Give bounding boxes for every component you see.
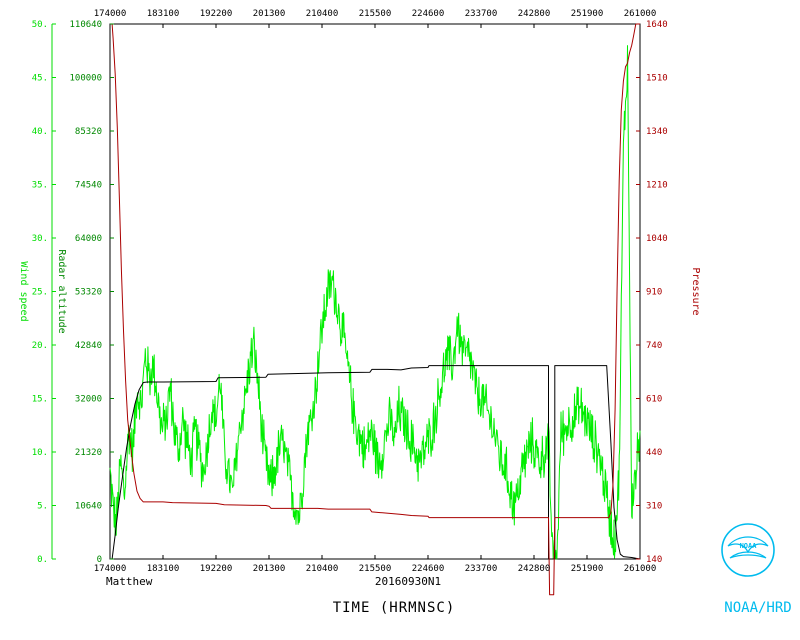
radar-altitude-tick-label: 85320 bbox=[75, 127, 102, 137]
radar-altitude-tick-label: 64000 bbox=[75, 234, 102, 244]
noaa-logo: NOAA bbox=[721, 523, 775, 577]
wind-speed-tick-label: 25. bbox=[32, 288, 48, 298]
x-tick-label-top: 224600 bbox=[412, 9, 445, 19]
x-tick-label: 192200 bbox=[200, 564, 233, 574]
radar-altitude-tick-label: 53320 bbox=[75, 288, 102, 298]
wind-speed-tick-label: 0. bbox=[37, 555, 48, 565]
pressure-tick-label: 1040 bbox=[646, 234, 668, 244]
x-tick-label: 261000 bbox=[624, 564, 657, 574]
x-axis-title: TIME (HRMNSC) bbox=[333, 600, 456, 616]
x-tick-label-top: 192200 bbox=[200, 9, 233, 19]
wind-speed-series-line bbox=[109, 45, 641, 560]
pressure-tick-label: 1640 bbox=[646, 20, 668, 30]
x-tick-label: 242800 bbox=[518, 564, 551, 574]
logo-bird bbox=[727, 536, 769, 559]
pressure-tick-label: 910 bbox=[646, 288, 662, 298]
x-tick-label-top: 242800 bbox=[518, 9, 551, 19]
radar-altitude-tick-label: 32000 bbox=[75, 395, 102, 405]
radar-altitude-series-line bbox=[110, 365, 641, 560]
x-tick-label: 210400 bbox=[306, 564, 339, 574]
wind-speed-tick-label: 15. bbox=[32, 395, 48, 405]
radar-altitude-tick-label: 21320 bbox=[75, 448, 102, 458]
radar-altitude-tick-label: 100000 bbox=[69, 74, 102, 84]
radar-altitude-tick-label: 110640 bbox=[69, 20, 102, 30]
wind-speed-tick-label: 50. bbox=[32, 20, 48, 30]
radar-altitude-tick-label: 42840 bbox=[75, 341, 102, 351]
pressure-tick-label: 1210 bbox=[646, 181, 668, 191]
pressure-tick-label: 610 bbox=[646, 395, 662, 405]
axes-layer: 174000 174000 183100 183100 192200 192200 2013… bbox=[18, 9, 701, 574]
wind-speed-tick-label: 10. bbox=[32, 448, 48, 458]
x-tick-label-top: 210400 bbox=[306, 9, 339, 19]
radar-altitude-tick-label: 0 bbox=[97, 555, 102, 565]
pressure-axis-title: Pressure bbox=[690, 267, 701, 315]
plot-frame bbox=[109, 23, 641, 560]
x-tick-label-top: 215500 bbox=[359, 9, 392, 19]
x-tick-label: 251900 bbox=[571, 564, 604, 574]
pressure-tick-label: 740 bbox=[646, 341, 662, 351]
pressure-tick-label: 1510 bbox=[646, 74, 668, 84]
pressure-tick-label: 140 bbox=[646, 555, 662, 565]
wind-speed-tick-label: 35. bbox=[32, 181, 48, 191]
wind-speed-tick-label: 30. bbox=[32, 234, 48, 244]
pressure-tick-label: 440 bbox=[646, 448, 662, 458]
x-tick-label-top: 251900 bbox=[571, 9, 604, 19]
x-tick-label: 233700 bbox=[465, 564, 498, 574]
x-tick-label-top: 183100 bbox=[147, 9, 180, 19]
series-layer bbox=[109, 23, 641, 596]
storm-id: 20160930N1 bbox=[375, 575, 441, 588]
wind-speed-tick-label: 20. bbox=[32, 341, 48, 351]
wind-speed-tick-label: 45. bbox=[32, 74, 48, 84]
radar-altitude-tick-label: 10640 bbox=[75, 502, 102, 512]
radar-altitude-tick-label: 74540 bbox=[75, 181, 102, 191]
wind-speed-axis-title: Wind speed bbox=[18, 261, 29, 321]
storm-name: Matthew bbox=[106, 575, 153, 588]
x-tick-label: 201300 bbox=[253, 564, 286, 574]
x-tick-label: 183100 bbox=[147, 564, 180, 574]
noaa-hrd-caption: NOAA/HRD bbox=[724, 600, 791, 616]
x-tick-label-top: 233700 bbox=[465, 9, 498, 19]
logo-ring bbox=[721, 523, 775, 577]
x-tick-label: 224600 bbox=[412, 564, 445, 574]
pressure-series-line bbox=[110, 23, 637, 596]
x-tick-label-top: 261000 bbox=[624, 9, 657, 19]
wind-speed-tick-label: 40. bbox=[32, 127, 48, 137]
pressure-tick-label: 1340 bbox=[646, 127, 668, 137]
x-tick-label: 215500 bbox=[359, 564, 392, 574]
plot-border bbox=[109, 23, 641, 560]
radar-altitude-axis-title: Radar altitude bbox=[56, 249, 67, 333]
x-tick-label-top: 174000 bbox=[94, 9, 127, 19]
wind-speed-tick-label: 5. bbox=[37, 502, 48, 512]
x-tick-label: 174000 bbox=[94, 564, 127, 574]
pressure-tick-label: 310 bbox=[646, 502, 662, 512]
x-tick-label-top: 201300 bbox=[253, 9, 286, 19]
logo-lettering: NOAA bbox=[740, 542, 758, 550]
